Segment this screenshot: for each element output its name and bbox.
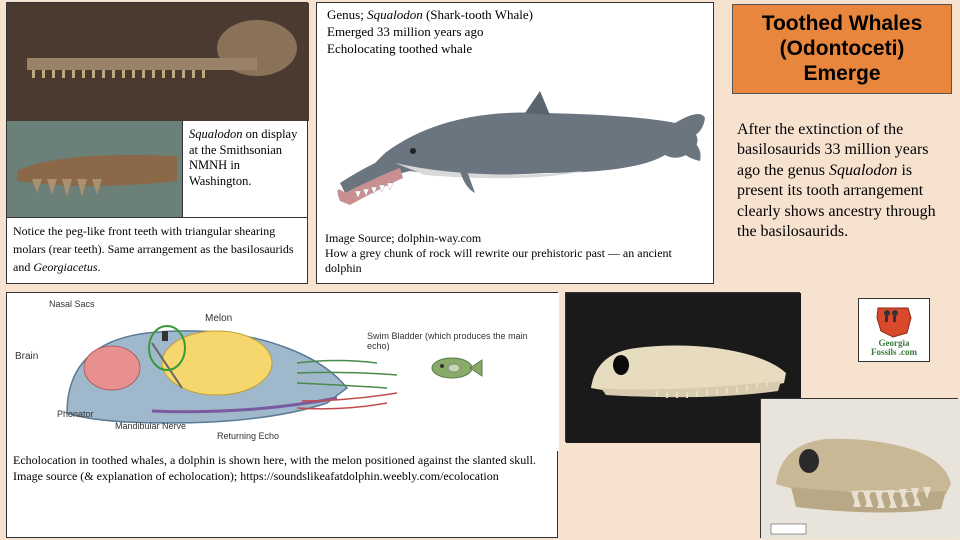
label-nasal: Nasal Sacs bbox=[49, 299, 95, 309]
label-melon: Melon bbox=[205, 313, 232, 324]
panel-orca-skull: Modern killer whale skull bbox=[760, 398, 958, 538]
logo-georgia-fossils: Georgia Fossils .com bbox=[858, 298, 930, 362]
whale-illustration bbox=[325, 63, 707, 223]
panel-squalodon-illustration: Genus; Squalodon (Shark-tooth Whale) Eme… bbox=[316, 2, 714, 284]
label-returning: Returning Echo bbox=[217, 431, 279, 441]
fossil-photo-upper bbox=[7, 3, 309, 121]
label-mandibular: Mandibular Nerve bbox=[115, 421, 186, 431]
label-phonator: Phonator bbox=[57, 409, 94, 419]
fossil-caption-side: Squalodon on display at the Smithsonian … bbox=[182, 121, 307, 217]
label-brain: Brain bbox=[15, 351, 38, 362]
caption-bottom-text: Notice the peg-like front teeth with tri… bbox=[13, 224, 294, 274]
panel-echolocation: Nasal Sacs Brain Melon Phonator Mandibul… bbox=[6, 292, 558, 538]
logo-text-bottom: Fossils .com bbox=[871, 347, 917, 357]
panel2-caption: Image Source; dolphin-way.com How a grey… bbox=[325, 231, 707, 276]
panel-squalodon-fossil: Squalodon on display at the Smithsonian … bbox=[6, 2, 308, 284]
panel2-header: Genus; Squalodon (Shark-tooth Whale) Eme… bbox=[327, 7, 533, 58]
title-line1: Toothed Whales bbox=[737, 11, 947, 36]
fossil-photo-lower bbox=[7, 121, 182, 217]
fossil-caption-bottom: Notice the peg-like front teeth with tri… bbox=[7, 217, 307, 283]
title-line3: Emerge bbox=[737, 61, 947, 86]
body-paragraph: After the extinction of the basilosaurid… bbox=[737, 120, 949, 243]
label-swim: Swim Bladder (which produces the main ec… bbox=[367, 331, 532, 351]
title-line2: (Odontoceti) bbox=[737, 36, 947, 61]
title-box: Toothed Whales (Odontoceti) Emerge bbox=[732, 4, 952, 94]
echolocation-diagram: Nasal Sacs Brain Melon Phonator Mandibul… bbox=[7, 293, 559, 451]
caption-side-text: Squalodon on display at the Smithsonian … bbox=[189, 127, 297, 188]
echolocation-caption: Echolocation in toothed whales, a dolphi… bbox=[13, 453, 553, 484]
